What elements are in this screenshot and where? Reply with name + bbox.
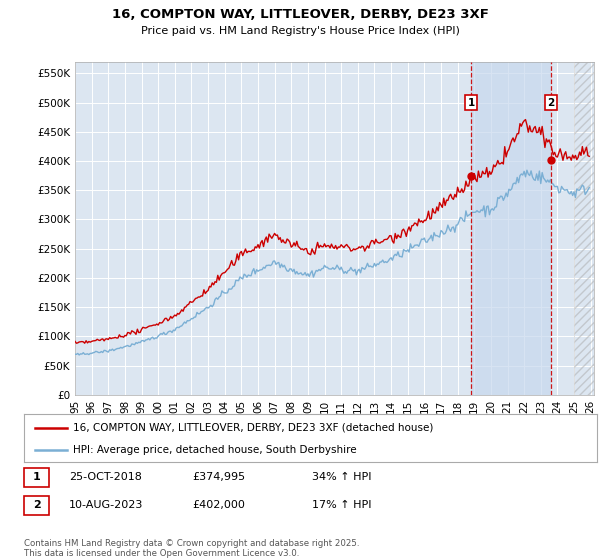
- Text: 25-OCT-2018: 25-OCT-2018: [69, 472, 142, 482]
- Text: HPI: Average price, detached house, South Derbyshire: HPI: Average price, detached house, Sout…: [73, 445, 356, 455]
- Text: 16, COMPTON WAY, LITTLEOVER, DERBY, DE23 3XF: 16, COMPTON WAY, LITTLEOVER, DERBY, DE23…: [112, 8, 488, 21]
- Text: Price paid vs. HM Land Registry's House Price Index (HPI): Price paid vs. HM Land Registry's House …: [140, 26, 460, 36]
- Text: 17% ↑ HPI: 17% ↑ HPI: [312, 500, 371, 510]
- Text: 16, COMPTON WAY, LITTLEOVER, DERBY, DE23 3XF (detached house): 16, COMPTON WAY, LITTLEOVER, DERBY, DE23…: [73, 423, 433, 433]
- Text: Contains HM Land Registry data © Crown copyright and database right 2025.
This d: Contains HM Land Registry data © Crown c…: [24, 539, 359, 558]
- Text: 2: 2: [33, 500, 40, 510]
- Text: 1: 1: [33, 472, 40, 482]
- Text: £402,000: £402,000: [192, 500, 245, 510]
- Bar: [471, 62, 551, 395]
- Text: 34% ↑ HPI: 34% ↑ HPI: [312, 472, 371, 482]
- Text: 2: 2: [547, 97, 554, 108]
- Text: 10-AUG-2023: 10-AUG-2023: [69, 500, 143, 510]
- Text: 1: 1: [467, 97, 475, 108]
- Bar: [574, 62, 600, 395]
- Text: £374,995: £374,995: [192, 472, 245, 482]
